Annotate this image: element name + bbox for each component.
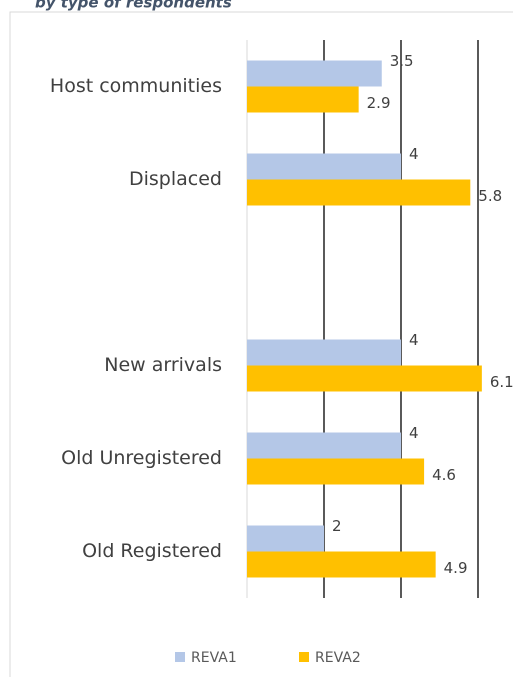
data-label: 4.9 <box>444 559 468 577</box>
bar <box>247 339 401 366</box>
y-tick-label: Old Registered <box>82 540 222 562</box>
bar <box>247 153 401 180</box>
y-tick-label: Host communities <box>50 75 222 97</box>
legend-swatch <box>299 652 309 662</box>
y-tick-label: Old Unregistered <box>61 447 222 469</box>
data-label: 3.5 <box>390 52 414 70</box>
data-label: 4.6 <box>432 466 456 484</box>
legend-label: REVA1 <box>191 650 237 666</box>
chart-frame <box>9 11 513 677</box>
y-tick-label: Displaced <box>129 168 222 190</box>
data-label: 4 <box>409 331 419 349</box>
bar <box>247 551 436 578</box>
data-label: 4 <box>409 145 419 163</box>
data-label: 2 <box>332 517 342 535</box>
chart-subtitle: by type of respondents <box>35 0 232 12</box>
data-label: 6.1 <box>490 373 513 391</box>
data-label: 5.8 <box>478 187 502 205</box>
legend-swatch <box>175 652 185 662</box>
bar <box>247 86 359 113</box>
legend-label: REVA2 <box>315 650 361 666</box>
bar <box>247 365 482 392</box>
data-label: 2.9 <box>367 94 391 112</box>
bar <box>247 60 382 87</box>
y-tick-label: New arrivals <box>104 354 222 376</box>
bar <box>247 179 471 206</box>
bar <box>247 458 425 485</box>
bar <box>247 525 324 552</box>
data-label: 4 <box>409 424 419 442</box>
bar <box>247 432 401 459</box>
